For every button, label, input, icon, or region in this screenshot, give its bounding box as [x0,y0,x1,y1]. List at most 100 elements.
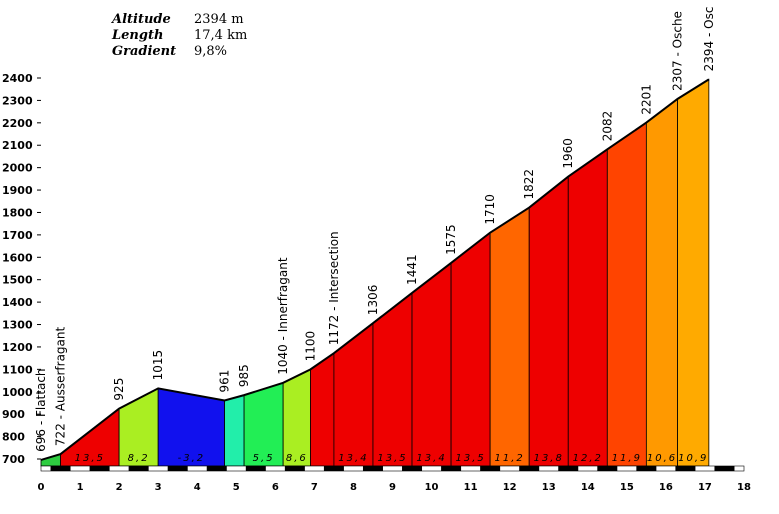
y-tick-label: 2300 [2,94,33,107]
gradient-value: 9,8% [194,44,228,59]
x-tick-label: 9 [389,482,396,493]
y-tick-label: 1900 [2,184,33,197]
point-label: 1960 [561,138,575,169]
length-label: Length [112,28,164,43]
x-tick-label: 1 [77,482,84,493]
profile-segment [645,98,679,467]
segment-gradient-label: 10,6 [647,453,677,464]
point-label: 2394 - Osc [702,7,716,72]
y-tick-label: 900 [2,408,25,421]
km-bar-mark [323,466,344,471]
segment-gradient-label: -3,2 [178,453,206,464]
x-tick-label: 11 [464,482,478,493]
segment-gradient-label: 8,6 [286,453,308,464]
x-tick-label: 15 [620,482,634,493]
profile-segment [606,121,647,467]
km-bar-mark [167,466,188,471]
x-tick-label: 7 [311,482,318,493]
km-bar-mark [128,466,149,471]
segment-gradient-label: 13,4 [338,453,368,464]
point-label: 696 - Flattach [34,368,48,451]
x-tick-label: 0 [38,482,45,493]
x-tick-label: 8 [350,482,357,493]
segment-gradient-label: 13,4 [416,453,446,464]
segment-gradient-label: 13,5 [377,453,407,464]
point-label: 1710 [483,194,497,225]
y-tick-label: 1500 [2,274,33,287]
point-label: 961 [218,370,232,393]
point-label: 1172 - Intersection [327,231,341,345]
profile-segment [489,206,530,467]
x-tick-label: 2 [116,482,123,493]
x-tick-label: 13 [542,482,556,493]
point-label: 722 - Ausserfragant [54,326,68,446]
km-bar-mark [284,466,305,471]
x-tick-label: 18 [737,482,751,493]
profile-line [40,78,710,461]
km-bar-mark [402,466,423,471]
y-tick-label: 2400 [2,72,33,85]
segment-gradient-label: 5,5 [253,453,275,464]
x-tick-label: 5 [233,482,240,493]
km-bar-mark [519,466,540,471]
km-bar-mark [50,466,71,471]
segment-gradient-label: 13,5 [75,453,105,464]
km-bar-mark [206,466,227,471]
km-bar-mark [480,466,501,471]
y-tick-label: 1700 [2,229,33,242]
km-bar-mark [714,466,735,471]
segment-gradient-label: 11,2 [495,453,525,464]
segment-gradient-label: 13,5 [455,453,485,464]
x-tick-label: 4 [194,482,201,493]
x-tick-label: 16 [659,482,673,493]
km-bar [40,465,745,472]
x-tick-label: 10 [425,482,439,493]
segment-gradient-label: 8,2 [128,453,150,464]
km-bar-mark [245,466,266,471]
y-tick-label: 700 [2,453,25,466]
point-label: 1575 [444,224,458,255]
x-tick-label: 17 [698,482,712,493]
point-label: 925 [112,378,126,401]
km-bar-mark [441,466,462,471]
x-tick-label: 14 [581,482,595,493]
point-label: 1306 [366,285,380,316]
profile-segment [282,368,311,467]
profile-segment [310,352,335,467]
point-label: 1441 [405,254,419,285]
km-bar-mark [675,466,696,471]
y-tick-label: 1200 [2,341,33,354]
point-label: 1040 - Innerfragant [276,257,290,375]
y-tick-label: 2200 [2,117,33,130]
profile-segment [411,262,452,467]
segment-gradient-label: 11,9 [612,453,642,464]
y-tick-label: 1100 [2,363,33,376]
x-tick-label: 12 [503,482,517,493]
point-label: 1822 [522,169,536,200]
point-label: 2082 [600,111,614,142]
y-tick-label: 1600 [2,251,33,264]
y-tick-label: 1000 [2,386,33,399]
altitude-label: Altitude [112,12,171,27]
y-tick-label: 2000 [2,162,33,175]
km-bar-mark [636,466,657,471]
profile-segment [450,231,491,467]
km-bar-mark [558,466,579,471]
km-bar-mark [89,466,110,471]
segment-gradient-label: 13,8 [534,453,564,464]
y-tick-label: 2100 [2,139,33,152]
profile-segment [224,394,245,467]
profile-segment [677,78,710,467]
y-tick-label: 1300 [2,319,33,332]
segment-gradient-label: 12,2 [573,453,603,464]
info-altitude: Altitude 2394 m [112,12,244,27]
point-label: 2307 - Osche [671,11,685,91]
altitude-value: 2394 m [194,12,244,27]
info-gradient: Gradient 9,8% [112,44,227,59]
x-tick-label: 6 [272,482,279,493]
y-tick-label: 800 [2,431,25,444]
profile-segment [567,148,608,467]
info-length: Length 17,4 km [112,28,247,43]
km-bar-mark [597,466,618,471]
